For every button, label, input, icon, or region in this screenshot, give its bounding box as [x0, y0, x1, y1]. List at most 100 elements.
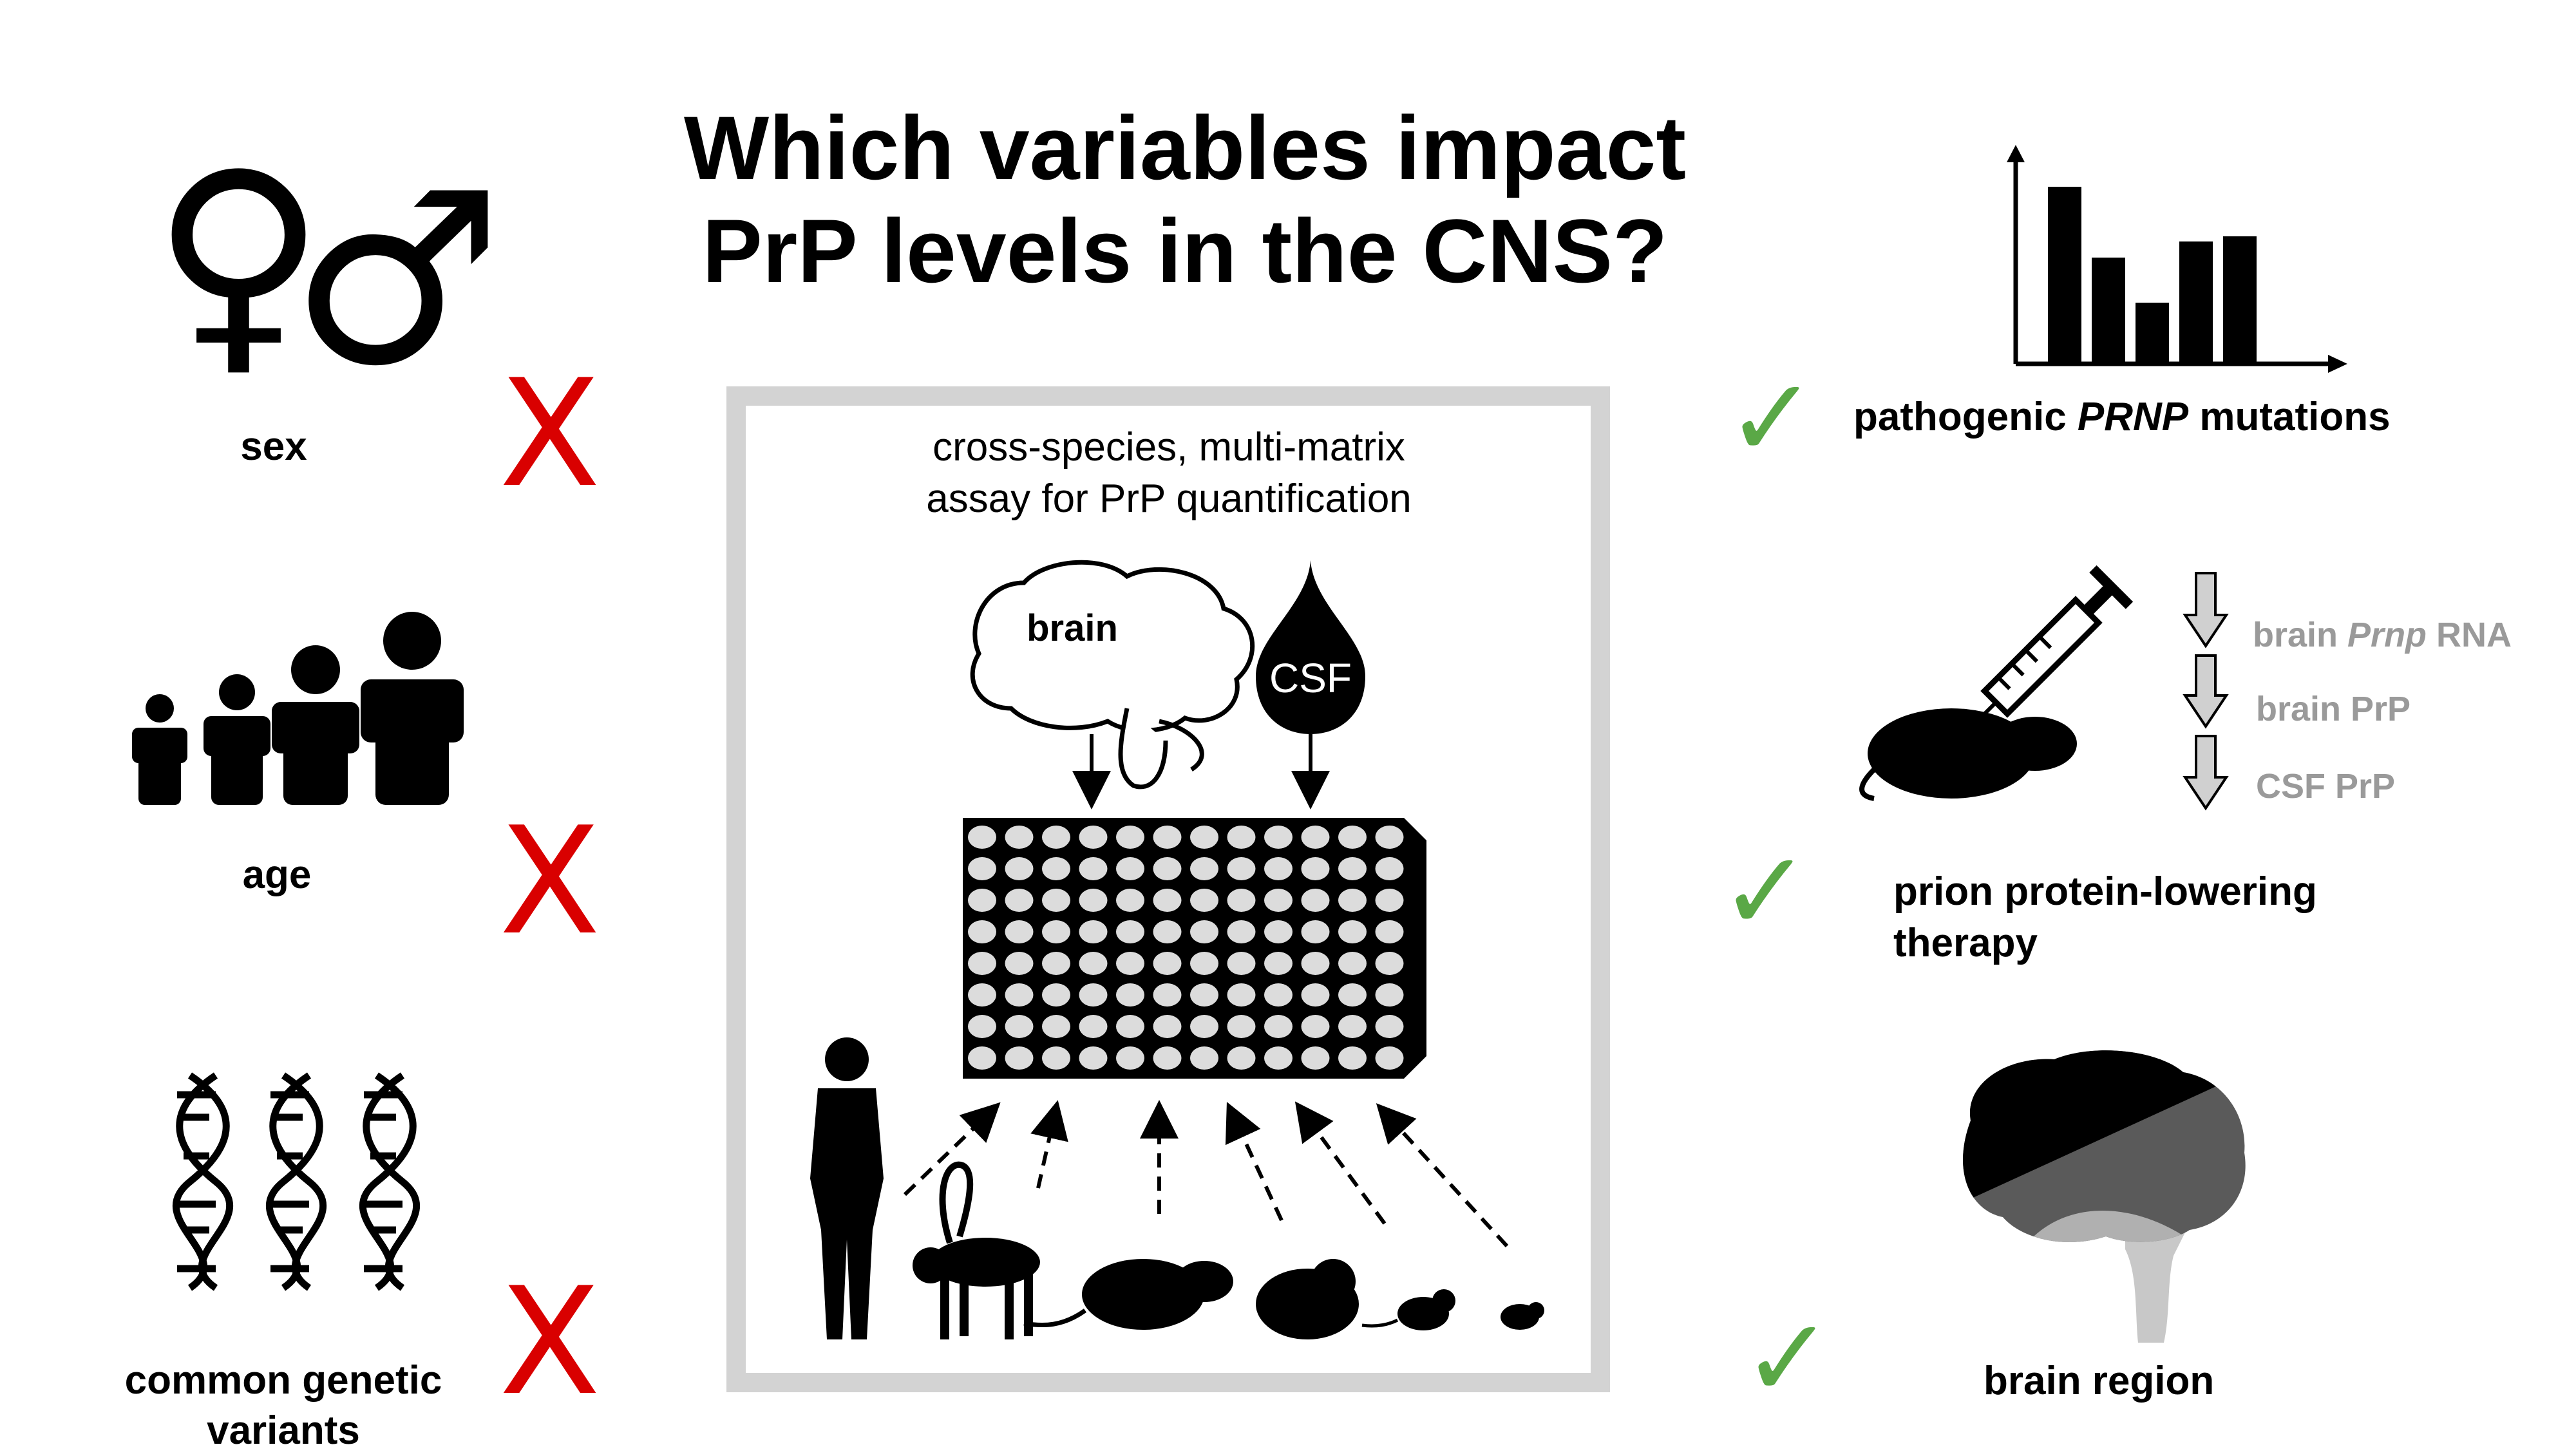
age-label: age: [242, 853, 312, 897]
plate-well: [1264, 1015, 1293, 1038]
mutations-check-mark: ✓: [1726, 355, 1818, 482]
plate-well: [1375, 920, 1404, 943]
plate-well: [1227, 826, 1256, 849]
therapy-label-line-1: prion protein-lowering: [1893, 869, 2317, 914]
plate-well: [1042, 920, 1070, 943]
plate-well: [968, 1046, 996, 1070]
plate-well: [1227, 1046, 1256, 1070]
plate-well: [1375, 1015, 1404, 1038]
syringe-icon: [1958, 565, 2134, 741]
plate-well: [1153, 983, 1182, 1007]
cascade-rna-pre: brain: [2253, 616, 2348, 654]
plate-well: [1153, 920, 1182, 943]
csf-drop-icon: [1256, 560, 1365, 734]
plate-well: [1227, 983, 1256, 1007]
cascade-csf-prp: CSF PrP: [2256, 767, 2396, 806]
plate-well: [968, 826, 996, 849]
plate-well: [1264, 983, 1293, 1007]
title-line-1: Which variables impact: [683, 97, 1687, 198]
plate-well: [1338, 1046, 1367, 1070]
plate-well: [1153, 857, 1182, 880]
plate-well: [1153, 889, 1182, 912]
cascade-rna-gene: Prnp: [2347, 616, 2427, 654]
plate-well: [1338, 857, 1367, 880]
plate-well: [1190, 952, 1218, 975]
plate-well: [1264, 952, 1293, 975]
plate-well: [1190, 889, 1218, 912]
plate-well: [1079, 826, 1108, 849]
plate-well: [1190, 857, 1218, 880]
plate-well: [1227, 889, 1256, 912]
plate-well: [1116, 1046, 1144, 1070]
plate-well: [1375, 826, 1404, 849]
plate-well: [1079, 983, 1108, 1007]
dna-icon: [172, 1069, 425, 1294]
plate-well: [1375, 983, 1404, 1007]
sex-x-mark: X: [499, 348, 601, 520]
plate-well: [1338, 952, 1367, 975]
plate-well: [1116, 920, 1144, 943]
region-label: brain region: [1984, 1359, 2215, 1403]
plate-well: [1190, 983, 1218, 1007]
plate-well: [1264, 857, 1293, 880]
plate-well: [968, 1015, 996, 1038]
assay-caption: cross-species, multi-matrix assay for Pr…: [753, 422, 1584, 525]
treated-rat-icon: [1859, 708, 2077, 801]
brain-outline-icon: [970, 560, 1255, 789]
page-title: Which variables impact PrP levels in the…: [554, 97, 1816, 303]
plate-well: [1375, 952, 1404, 975]
plate-well: [1264, 826, 1293, 849]
title-line-2: PrP levels in the CNS?: [702, 200, 1668, 301]
plate-well: [1116, 1015, 1144, 1038]
sample-arrows: [903, 1100, 1509, 1248]
age-people-icon: [132, 612, 464, 805]
plate-well: [1264, 889, 1293, 912]
male-symbol-icon: ♂: [290, 142, 504, 419]
plate-well: [1301, 952, 1330, 975]
rat-silhouette-icon: [1023, 1259, 1233, 1330]
plate-well: [1190, 1015, 1218, 1038]
plate-well: [1042, 826, 1070, 849]
plate-well: [1375, 1046, 1404, 1070]
plate-well: [1338, 920, 1367, 943]
csf-label: CSF: [1269, 655, 1352, 701]
mutations-label-pre: pathogenic: [1853, 395, 2078, 439]
brain-region-icon: [1963, 1050, 2246, 1343]
cascade-brain-prp: brain PrP: [2256, 690, 2411, 728]
plate-well: [1338, 826, 1367, 849]
plate-well: [1301, 1015, 1330, 1038]
cascade-rna-post: RNA: [2427, 616, 2512, 654]
plate-well: [1264, 1046, 1293, 1070]
assay-diagram: brain CSF: [810, 560, 1544, 1339]
plate-well: [1338, 983, 1367, 1007]
plate-well: [1005, 857, 1034, 880]
plate-well: [1301, 826, 1330, 849]
plate-well: [968, 920, 996, 943]
cascade-brain-rna: brain Prnp RNA: [2253, 615, 2512, 655]
plate-well: [1005, 983, 1034, 1007]
plate-well: [1227, 952, 1256, 975]
plate-well: [1116, 857, 1144, 880]
plate-well: [1042, 1015, 1070, 1038]
female-symbol-icon: ♀: [151, 122, 326, 399]
plate-well: [1116, 826, 1144, 849]
plate-well: [1005, 920, 1034, 943]
plate-well: [1301, 983, 1330, 1007]
genetic-variants-line-2: variants: [207, 1408, 360, 1453]
sex-label: sex: [240, 424, 307, 469]
plate-well: [1264, 920, 1293, 943]
therapy-label-line-2: therapy: [1893, 921, 2038, 965]
plate-well: [968, 952, 996, 975]
plate-well: [1153, 1046, 1182, 1070]
plate-well: [1301, 920, 1330, 943]
plate-well: [1079, 1046, 1108, 1070]
plate-well: [1042, 857, 1070, 880]
therapy-check-mark: ✓: [1719, 828, 1812, 956]
genetic-variants-line-1: common genetic: [124, 1358, 442, 1403]
hamster-silhouette-icon: [1256, 1259, 1359, 1339]
plate-well: [1042, 952, 1070, 975]
plate-well: [1005, 889, 1034, 912]
plate-well: [968, 983, 996, 1007]
bar-chart-icon: [2007, 145, 2347, 373]
plate-well: [1301, 857, 1330, 880]
